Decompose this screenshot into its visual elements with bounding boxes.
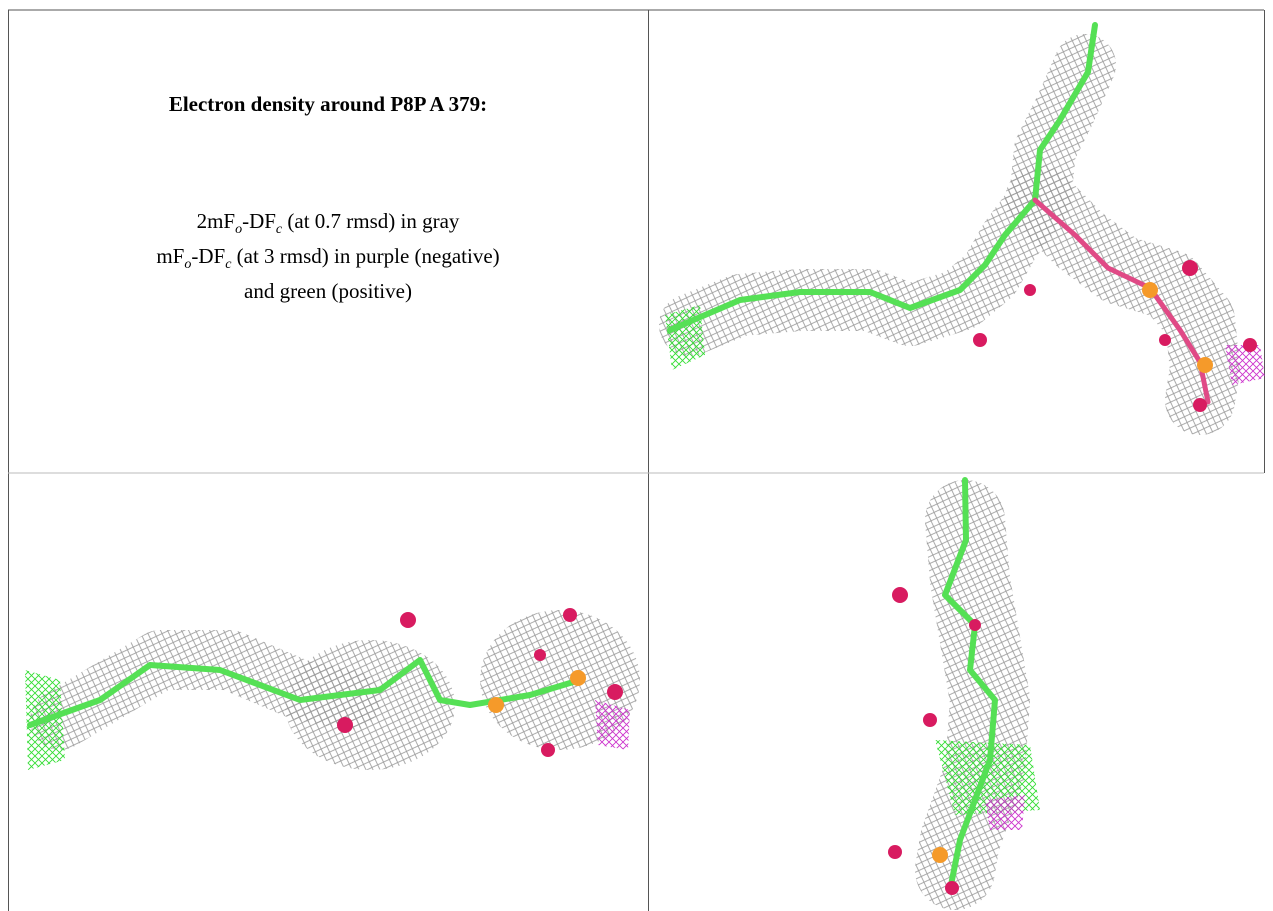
figure-grid [0,0,1273,911]
caption-text: mF [156,244,184,268]
density-view-1 [665,25,1265,412]
caption-line: 2mFo-DFc (at 0.7 rmsd) in gray [8,208,648,243]
caption-text: (at 0.7 rmsd) in gray [282,209,459,233]
caption-text: and green (positive) [244,279,412,303]
caption-text: -DF [242,209,276,233]
caption-line: and green (positive) [8,278,648,305]
density-view-2 [25,608,640,770]
caption-text: (at 3 rmsd) in purple (negative) [231,244,499,268]
caption-line: mFo-DFc (at 3 rmsd) in purple (negative) [8,243,648,278]
density-view-3 [888,480,1040,895]
caption-text: -DF [191,244,225,268]
caption-text: 2mF [197,209,236,233]
page: Electron density around P8P A 379: 2mFo-… [0,0,1273,911]
panel-title: Electron density around P8P A 379: [8,92,648,117]
